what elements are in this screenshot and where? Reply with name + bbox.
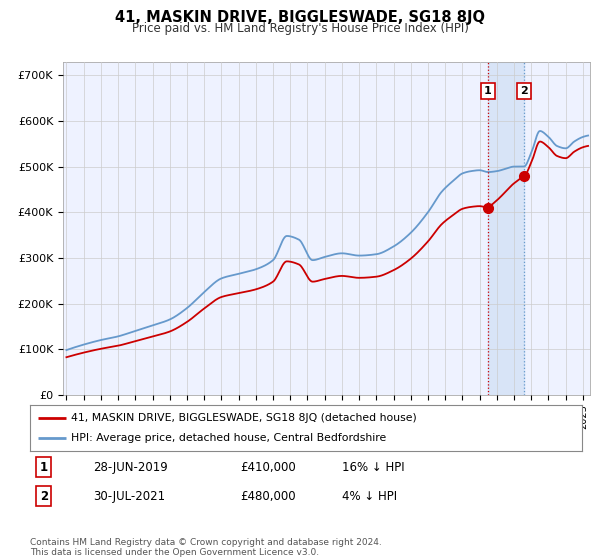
Text: 1: 1 — [484, 86, 492, 96]
Text: 4% ↓ HPI: 4% ↓ HPI — [342, 489, 397, 503]
Text: 16% ↓ HPI: 16% ↓ HPI — [342, 460, 404, 474]
Text: 30-JUL-2021: 30-JUL-2021 — [94, 489, 166, 503]
Text: Price paid vs. HM Land Registry's House Price Index (HPI): Price paid vs. HM Land Registry's House … — [131, 22, 469, 35]
Text: 2: 2 — [40, 489, 48, 503]
Text: 28-JUN-2019: 28-JUN-2019 — [94, 460, 168, 474]
Text: 41, MASKIN DRIVE, BIGGLESWADE, SG18 8JQ: 41, MASKIN DRIVE, BIGGLESWADE, SG18 8JQ — [115, 10, 485, 25]
Text: 2: 2 — [520, 86, 528, 96]
Text: 1: 1 — [40, 460, 48, 474]
Text: 41, MASKIN DRIVE, BIGGLESWADE, SG18 8JQ (detached house): 41, MASKIN DRIVE, BIGGLESWADE, SG18 8JQ … — [71, 413, 417, 423]
Text: £410,000: £410,000 — [240, 460, 296, 474]
Text: Contains HM Land Registry data © Crown copyright and database right 2024.
This d: Contains HM Land Registry data © Crown c… — [30, 538, 382, 557]
Text: HPI: Average price, detached house, Central Bedfordshire: HPI: Average price, detached house, Cent… — [71, 433, 386, 443]
Bar — [488, 62, 524, 395]
Text: £480,000: £480,000 — [240, 489, 295, 503]
